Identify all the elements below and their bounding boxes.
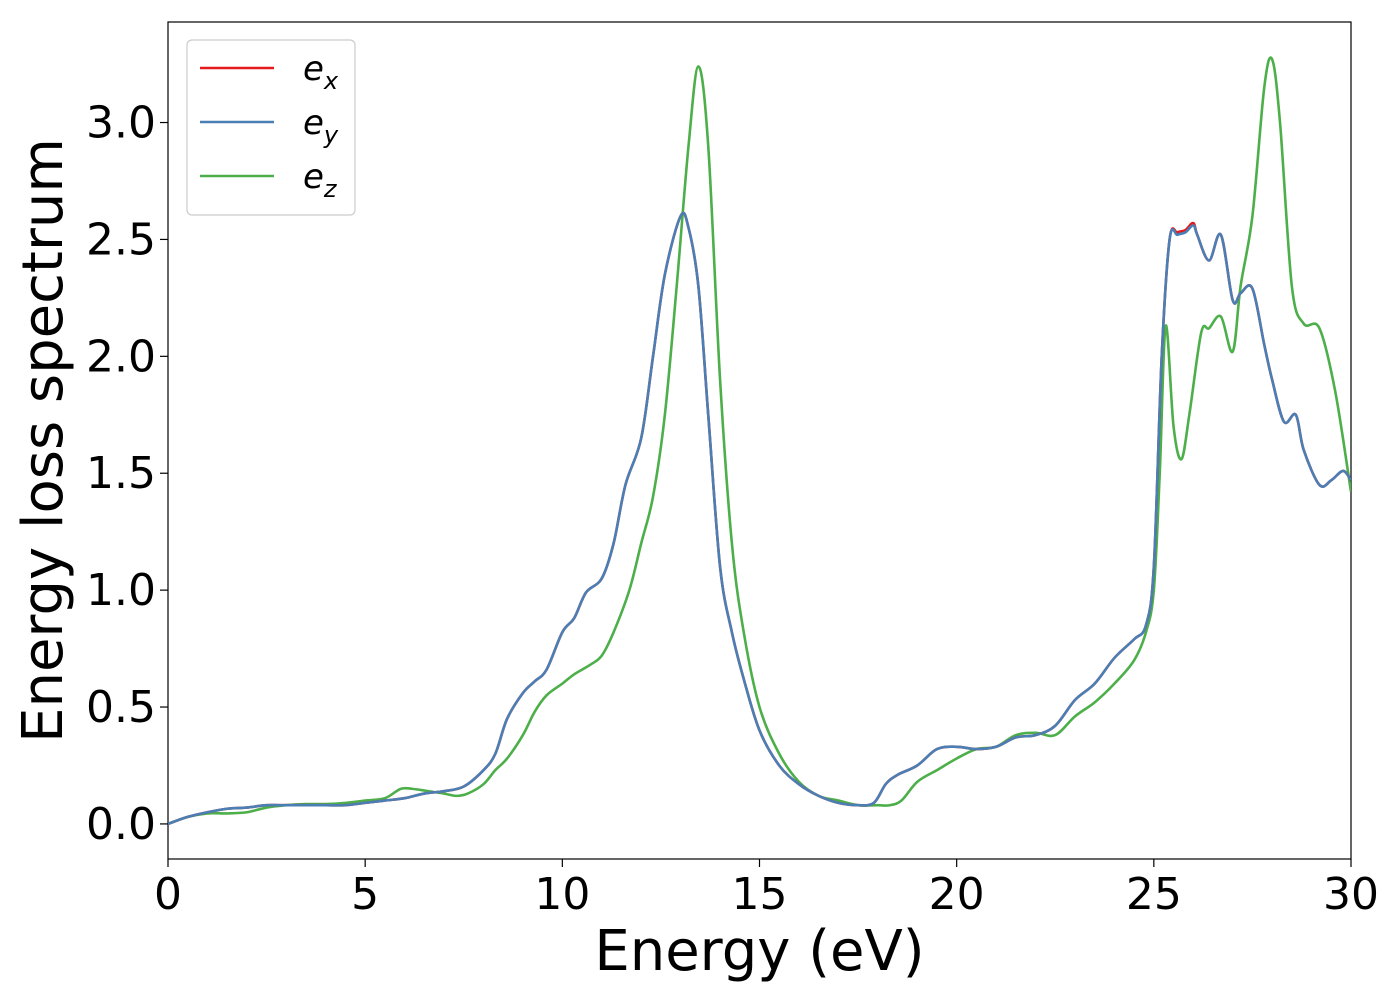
y-axis-ticks: 0.0 0.5 1.0 1.5 2.0 2.5 3.0 — [86, 98, 168, 850]
y-tick-label: 0.0 — [86, 799, 156, 850]
x-tick-label: 5 — [351, 869, 379, 920]
y-tick-label: 0.5 — [86, 682, 156, 733]
x-tick-label: 30 — [1323, 869, 1379, 920]
y-tick-label: 2.5 — [86, 214, 156, 265]
y-tick-label: 3.0 — [86, 98, 156, 149]
x-tick-label: 0 — [154, 869, 182, 920]
y-tick-label: 1.5 — [86, 448, 156, 499]
legend-box — [186, 39, 356, 216]
y-tick-label: 2.0 — [86, 331, 156, 382]
legend-label-e_x: ex — [303, 49, 339, 95]
series-line-e_y — [168, 211, 1351, 826]
series-layer — [168, 56, 1351, 826]
plot-area — [167, 21, 1352, 860]
x-tick-label: 20 — [929, 869, 985, 920]
x-tick-label: 10 — [534, 869, 590, 920]
x-tick-label: 25 — [1126, 869, 1182, 920]
y-axis-title: Energy loss spectrum — [11, 138, 76, 743]
y-tick-label: 1.0 — [86, 565, 156, 616]
legend-label-e_z: ez — [303, 157, 338, 203]
legend-label-e_y: ey — [303, 103, 339, 149]
x-axis-title: Energy (eV) — [594, 919, 924, 984]
legend: ex ey ez — [186, 39, 356, 216]
x-axis-ticks: 0 5 10 15 20 25 30 — [154, 859, 1379, 920]
x-tick-label: 15 — [732, 869, 788, 920]
